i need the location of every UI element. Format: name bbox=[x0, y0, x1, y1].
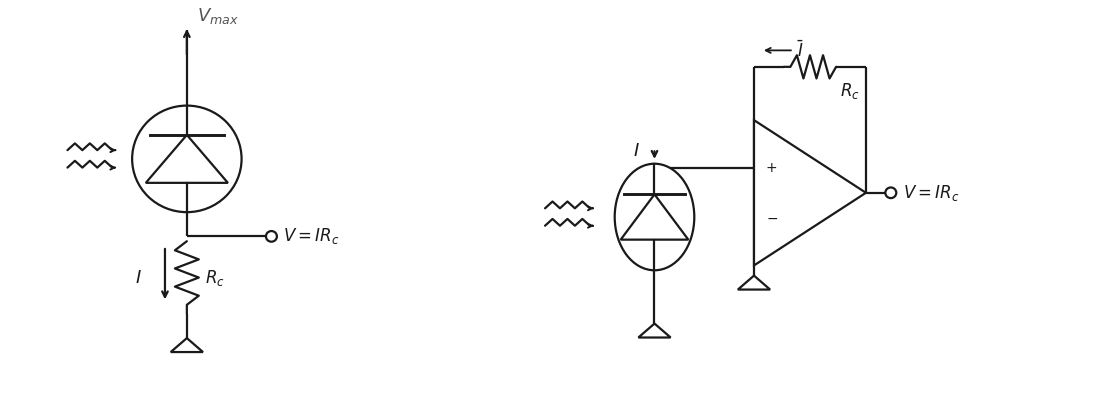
Text: $V = IR_c$: $V = IR_c$ bbox=[283, 226, 340, 246]
Polygon shape bbox=[738, 276, 770, 290]
Text: $\bar{I}$: $\bar{I}$ bbox=[797, 40, 804, 61]
Text: $-$: $-$ bbox=[766, 211, 778, 225]
Polygon shape bbox=[638, 324, 670, 338]
Circle shape bbox=[132, 106, 242, 212]
Circle shape bbox=[266, 231, 276, 242]
Text: $R_c$: $R_c$ bbox=[204, 268, 224, 288]
Ellipse shape bbox=[615, 164, 694, 270]
Polygon shape bbox=[620, 194, 688, 240]
Circle shape bbox=[886, 188, 896, 198]
Text: $V = IR_c$: $V = IR_c$ bbox=[902, 183, 959, 203]
Text: $R_c$: $R_c$ bbox=[840, 81, 859, 101]
Polygon shape bbox=[754, 120, 866, 265]
Text: $I$: $I$ bbox=[135, 269, 142, 286]
Text: $I$: $I$ bbox=[633, 142, 639, 160]
Polygon shape bbox=[145, 135, 228, 183]
Polygon shape bbox=[171, 338, 203, 352]
Text: +: + bbox=[766, 161, 778, 175]
Text: $V_{max}$: $V_{max}$ bbox=[196, 6, 239, 26]
